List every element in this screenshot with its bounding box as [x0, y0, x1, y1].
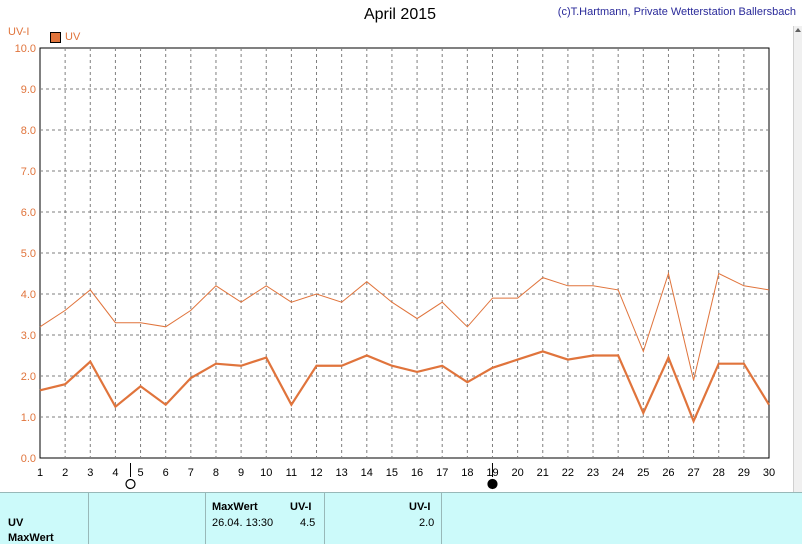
uvi-header-1: UV-I	[290, 501, 312, 513]
x-tick-label: 28	[713, 467, 725, 479]
y-tick-label: 9.0	[21, 84, 36, 96]
x-tick-label: 6	[163, 467, 169, 479]
x-tick-label: 11	[286, 467, 297, 479]
x-tick-label: 3	[87, 467, 93, 479]
x-tick-label: 20	[511, 467, 523, 479]
table-col-maxwert: MaxWert UV-I 26.04. 13:30 4.5	[206, 493, 325, 544]
x-tick-label: 17	[436, 467, 448, 479]
max-value: 4.5	[300, 517, 316, 529]
x-tick-label: 16	[411, 467, 423, 479]
table-row-maxwert-label: MaxWert	[8, 532, 54, 544]
x-tick-label: 24	[612, 467, 624, 479]
x-tick-label: 9	[238, 467, 244, 479]
x-tick-label: 5	[137, 467, 143, 479]
y-tick-label: 5.0	[21, 248, 36, 260]
x-tick-label: 18	[461, 467, 473, 479]
x-tick-label: 23	[587, 467, 599, 479]
table-col-uvi: UV-I 2.0	[325, 493, 442, 544]
vertical-scrollbar[interactable]	[793, 26, 802, 492]
y-tick-label: 3.0	[21, 330, 36, 342]
x-tick-label: 7	[188, 467, 194, 479]
series-layer	[39, 271, 770, 424]
full-moon-icon	[125, 478, 136, 490]
legend-label: UV	[65, 31, 81, 43]
table-col-empty	[89, 493, 206, 544]
y-tick-label: 10.0	[15, 43, 36, 55]
x-tick-label: 2	[62, 467, 68, 479]
y-tick-label: 2.0	[21, 371, 36, 383]
y-tick-label: 6.0	[21, 207, 36, 219]
x-tick-label: 13	[336, 467, 348, 479]
moon-phase-layer	[125, 463, 498, 490]
x-tick-label: 1	[37, 467, 43, 479]
uv-line-chart: 0.01.02.03.04.05.06.07.08.09.010.01 2 3 4 5 6…	[15, 43, 776, 490]
series-line-mean	[39, 350, 770, 424]
y-tick-label: 0.0	[21, 453, 36, 465]
second-value: 2.0	[419, 517, 435, 529]
x-tick-label: 29	[738, 467, 750, 479]
scroll-up-arrow-icon[interactable]	[795, 28, 801, 32]
x-tick-label: 12	[310, 467, 322, 479]
uvi-header-2: UV-I	[409, 501, 431, 513]
y-tick-label: 1.0	[21, 412, 36, 424]
y-tick-label: 7.0	[21, 166, 36, 178]
x-tick-label: 21	[537, 467, 549, 479]
x-tick-label: 25	[637, 467, 649, 479]
y-axis-unit-label: UV-I	[8, 26, 30, 38]
x-tick-label: 27	[687, 467, 699, 479]
legend-swatch	[50, 31, 61, 43]
y-tick-label: 8.0	[21, 125, 36, 137]
series-line-max	[39, 271, 770, 381]
x-tick-label: 26	[662, 467, 674, 479]
table-row-uv-label: UV	[8, 517, 24, 529]
grid-layer	[39, 47, 770, 459]
x-tick-label: 8	[213, 467, 219, 479]
legend: UV	[50, 31, 80, 43]
maxwert-header: MaxWert	[212, 501, 258, 513]
table-col-name: UV MaxWert	[0, 493, 89, 544]
data-table: UV MaxWert MaxWert UV-I 26.04. 13:30 4.5…	[0, 492, 802, 544]
x-tick-label: 22	[562, 467, 574, 479]
new-moon-icon	[487, 478, 498, 490]
x-tick-label: 14	[361, 467, 373, 479]
x-tick-label: 4	[112, 467, 118, 479]
x-tick-label: 15	[386, 467, 398, 479]
copyright-text: (c)T.Hartmann, Private Wetterstation Bal…	[557, 6, 796, 18]
x-tick-label: 10	[260, 467, 272, 479]
chart-title: April 2015	[363, 6, 437, 23]
x-tick-label: 30	[763, 467, 775, 479]
axis-layer: 0.01.02.03.04.05.06.07.08.09.010.01 2 3 4 5 6…	[15, 43, 776, 479]
max-datetime: 26.04. 13:30	[212, 517, 274, 529]
y-tick-label: 4.0	[21, 289, 36, 301]
